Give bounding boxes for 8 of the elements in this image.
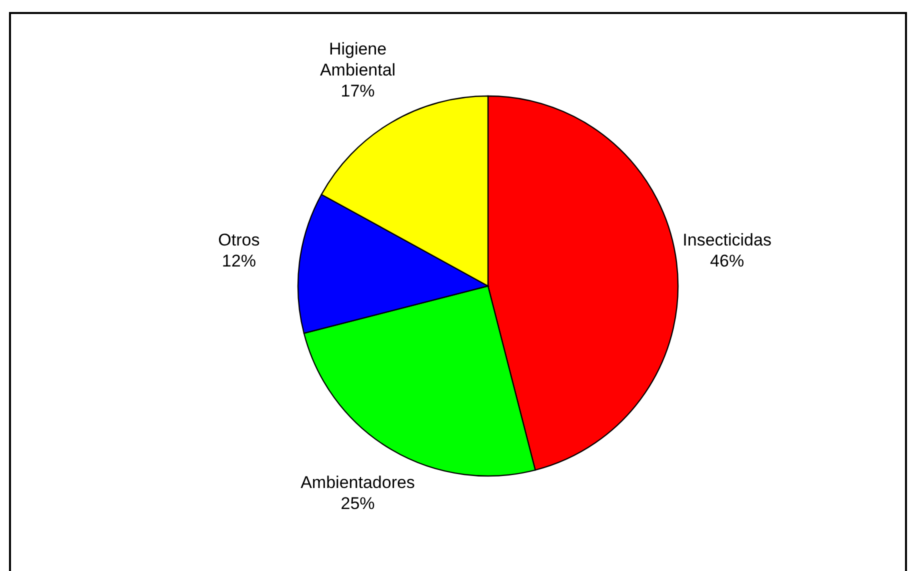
slice-label: Insecticidas (682, 230, 772, 250)
slice-label: Otros (218, 230, 260, 250)
data-label: 17% (340, 80, 375, 100)
slice-label: Higiene Ambiental (320, 38, 396, 79)
data-label: 12% (222, 251, 256, 270)
slice-label: Ambientadores (300, 472, 415, 492)
data-label: 25% (340, 494, 375, 513)
data-label: 46% (710, 251, 744, 270)
